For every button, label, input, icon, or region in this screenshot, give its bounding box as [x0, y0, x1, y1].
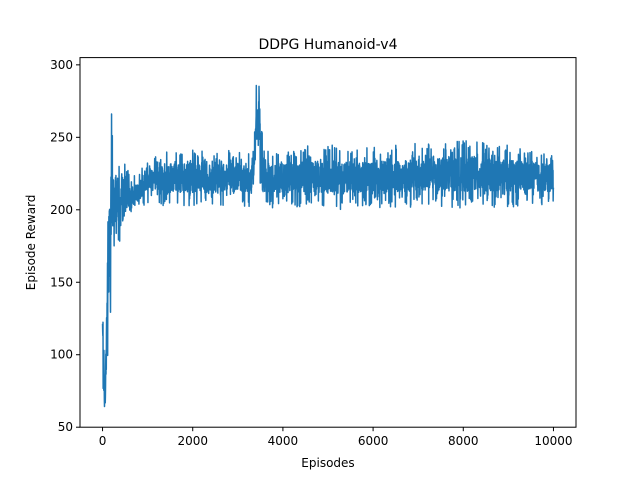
reward-series-line	[101, 84, 555, 408]
x-axis-label: Episodes	[301, 456, 354, 470]
x-tick-label: 2000	[177, 434, 208, 448]
y-axis: 50 100 150 200 250 300	[50, 58, 80, 434]
chart-title: DDPG Humanoid-v4	[258, 37, 397, 53]
y-tick-label: 150	[50, 275, 73, 289]
y-tick-label: 50	[58, 420, 73, 434]
x-tick-label: 4000	[268, 434, 299, 448]
x-tick-label: 6000	[358, 434, 389, 448]
plot-area	[101, 84, 555, 408]
y-tick-label: 100	[50, 348, 73, 362]
x-axis: 0 2000 4000 6000 8000 10000	[99, 427, 573, 448]
y-tick-label: 250	[50, 130, 73, 144]
y-axis-label: Episode Reward	[24, 195, 38, 291]
axes-frame	[79, 57, 577, 428]
x-tick-label: 8000	[448, 434, 479, 448]
y-tick-label: 200	[50, 203, 73, 217]
y-tick-label: 300	[50, 58, 73, 72]
x-tick-label: 10000	[534, 434, 572, 448]
x-tick-label: 0	[99, 434, 107, 448]
